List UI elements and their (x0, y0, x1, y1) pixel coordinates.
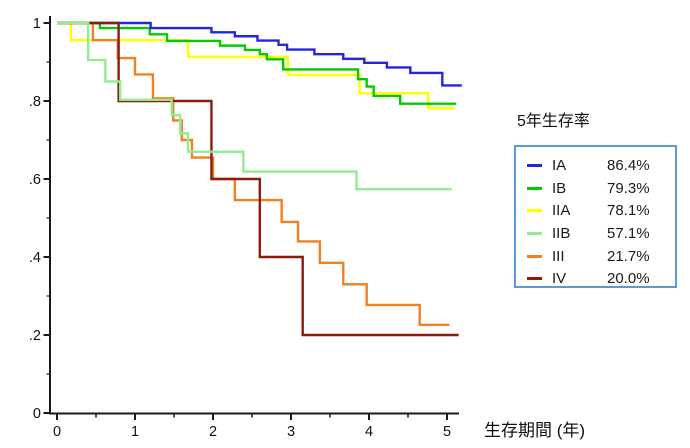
legend-item-IB: IB 79.3% (527, 177, 675, 200)
x-axis-title: 生存期間 (年) (484, 421, 586, 440)
curve-IIA (57, 21, 455, 110)
legend-swatch-IV (527, 277, 542, 281)
x-tick-label: 5 (443, 424, 451, 440)
y-axis-ticks: 1 .8 .6 .4 .2 0 (29, 16, 50, 422)
x-tick-label: 1 (131, 424, 139, 440)
y-tick-label: 1 (33, 16, 41, 32)
x-tick-label: 3 (287, 424, 295, 440)
legend-label: IA (552, 156, 567, 174)
legend-label: IV (552, 270, 567, 288)
y-tick-label: .4 (29, 250, 41, 266)
legend-rate-value: 79.3% (607, 179, 650, 197)
curve-IB (57, 21, 457, 105)
legend-swatch-IB (527, 186, 542, 190)
legend-label: III (552, 247, 565, 265)
legend-label: IB (552, 179, 567, 197)
legend-item-IIA: IIA 78.1% (527, 199, 675, 222)
legend-rate-value: 78.1% (607, 202, 650, 220)
legend-rate-value: 86.4% (607, 156, 650, 174)
axes (49, 16, 459, 415)
x-axis-ticks: 0 1 2 3 4 5 (53, 414, 451, 440)
curve-IV (57, 21, 459, 337)
x-tick-label: 0 (53, 424, 61, 440)
legend-title: 5年生存率 (517, 113, 590, 130)
legend-box: IA 86.4% IB 79.3% IIA 78.1% IIB 57.1% III 21.7% IV… (514, 145, 677, 288)
legend-rate-value: 21.7% (607, 247, 650, 265)
legend-swatch-IA (527, 163, 542, 167)
legend-swatch-IIB (527, 231, 542, 235)
legend-item-IV: IV 20.0% (527, 267, 675, 290)
curve-IA (57, 21, 462, 87)
legend-item-IA: IA 86.4% (527, 154, 675, 177)
legend-swatch-IIA (527, 209, 542, 213)
legend-label: IIB (552, 224, 571, 242)
y-tick-label: .6 (29, 172, 41, 188)
legend-swatch-III (527, 254, 542, 258)
y-tick-label: .8 (29, 94, 41, 110)
x-tick-label: 2 (209, 424, 217, 440)
legend-rate-value: 57.1% (607, 224, 650, 242)
y-tick-label: 0 (33, 406, 41, 422)
legend-item-IIB: IIB 57.1% (527, 222, 675, 245)
curve-III (57, 21, 450, 327)
legend-item-III: III 21.7% (527, 245, 675, 268)
legend-label: IIA (552, 202, 571, 220)
legend-rate-value: 20.0% (607, 270, 650, 288)
y-tick-label: .2 (29, 328, 41, 344)
x-tick-label: 4 (365, 424, 373, 440)
curve-IIB (57, 21, 452, 191)
